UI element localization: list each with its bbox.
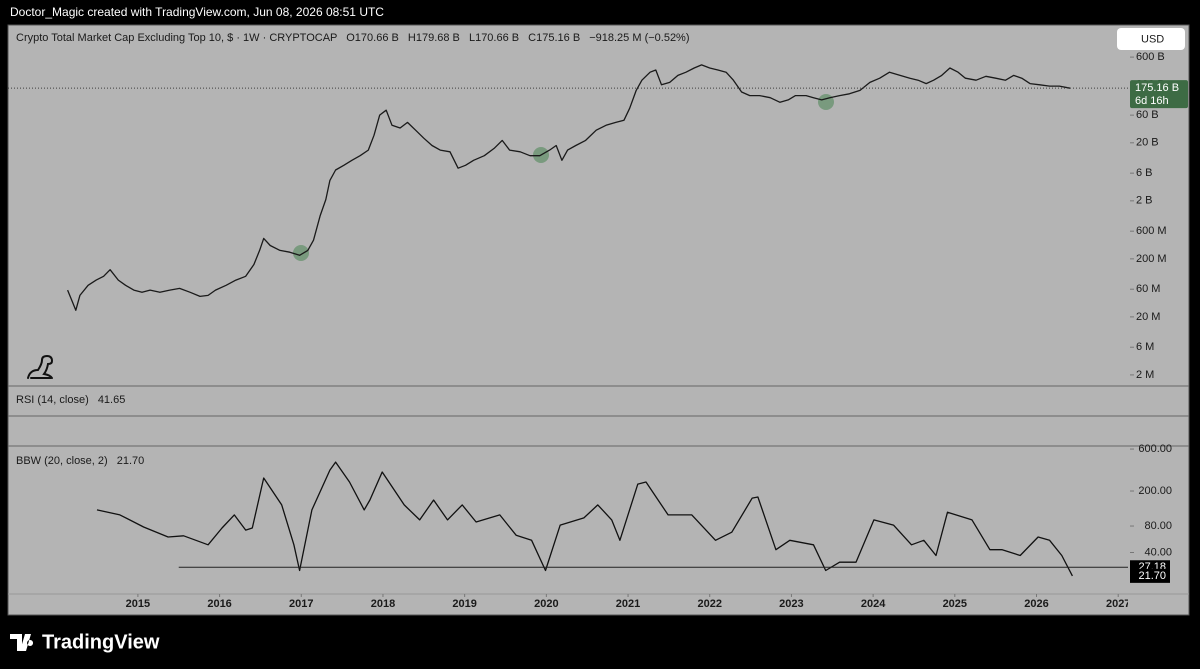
chart-area: [7, 24, 1190, 616]
countdown-label: 6d 16h: [1135, 95, 1169, 107]
x-tick-label: 2020: [534, 598, 558, 610]
y-tick-label: 600.00: [1138, 443, 1172, 455]
y-tick-label: 6 B: [1136, 167, 1153, 179]
price-legend: Crypto Total Market Cap Excluding Top 10…: [16, 32, 690, 44]
series-line: [96, 461, 1073, 577]
x-tick-label: 2021: [616, 598, 640, 610]
ohlc-open: O170.66 B: [346, 32, 399, 44]
ohlc-low: L170.66 B: [469, 32, 519, 44]
x-tick-label: 2016: [207, 598, 231, 610]
bbw-value: 21.70: [117, 455, 145, 467]
x-tick-label: 2015: [126, 598, 150, 610]
y-tick-label: 80.00: [1144, 520, 1172, 532]
annotation-marker: [293, 245, 309, 261]
y-tick-label: 200.00: [1138, 485, 1172, 497]
last-price-label: 175.16 B: [1135, 82, 1179, 94]
y-tick-label: 200 M: [1136, 253, 1167, 265]
y-tick-label: 40.00: [1144, 546, 1172, 558]
x-tick-label: 2018: [371, 598, 395, 610]
y-tick-label: 20 B: [1136, 137, 1159, 149]
y-tick-label: 20 M: [1136, 311, 1160, 323]
y-tick-label: 60 B: [1136, 109, 1159, 121]
price-title: Crypto Total Market Cap Excluding Top 10…: [16, 32, 337, 44]
footer-brand: TradingView: [42, 631, 160, 653]
y-tick-label: 2 M: [1136, 369, 1154, 381]
x-tick-label: 2024: [861, 598, 886, 610]
rsi-title: RSI (14, close): [16, 394, 89, 406]
y-tick-label: 600 B: [1136, 51, 1165, 63]
last-price-box: [1130, 80, 1188, 109]
rsi-legend: RSI (14, close) 41.65: [16, 394, 125, 406]
header: Doctor_Magic created with TradingView.co…: [10, 5, 384, 19]
tv-logo: [10, 634, 34, 651]
plot-layer: 2015 2016 2017 2018 2019 2020 2021 2022 2023 2024…: [8, 64, 1130, 610]
currency-button[interactable]: [1117, 28, 1185, 50]
x-tick-label: 2022: [697, 598, 721, 610]
ohlc-high: H179.68 B: [408, 32, 460, 44]
x-tick-label: 2023: [779, 598, 803, 610]
ohlc-close: C175.16 B: [528, 32, 580, 44]
x-tick-label: 2019: [452, 598, 476, 610]
dino-logo: [27, 354, 54, 379]
x-tick-label: 2026: [1024, 598, 1048, 610]
y-tick-label: 6 M: [1136, 341, 1154, 353]
last-value-label: 21.70: [1138, 570, 1166, 582]
bbw-legend: BBW (20, close, 2) 21.70: [16, 455, 144, 467]
x-tick-label: 2017: [289, 598, 313, 610]
x-tick-label: 2025: [943, 598, 967, 610]
annotation-marker: [818, 94, 834, 110]
series-line: [66, 64, 1071, 311]
y-tick-label: 60 M: [1136, 283, 1160, 295]
y-tick-label: 2 B: [1136, 195, 1153, 207]
currency-label[interactable]: USD: [1141, 33, 1164, 45]
x-tick-label: 2027: [1106, 598, 1130, 610]
rsi-value: 41.65: [98, 394, 126, 406]
bbw-title: BBW (20, close, 2): [16, 455, 108, 467]
ohlc-change: −918.25 M (−0.52%): [589, 32, 689, 44]
last-value-box: [1130, 568, 1170, 583]
y-tick-label: 600 M: [1136, 225, 1167, 237]
